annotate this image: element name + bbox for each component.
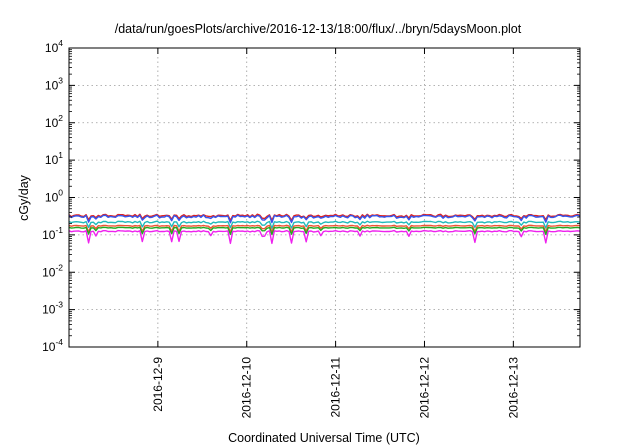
y-tick-label: 103: [45, 75, 63, 92]
series-line: [68, 213, 581, 222]
series-line: [68, 214, 581, 224]
y-axis-title: cGy/day: [17, 174, 31, 221]
grid-lines: [69, 48, 580, 347]
y-tick-label: 10-3: [42, 300, 63, 317]
x-tick-label: 2016-12-13: [506, 357, 520, 419]
series-line: [68, 224, 581, 233]
series-line: [68, 226, 581, 236]
y-tick-label: 104: [45, 38, 63, 55]
x-tick-label: 2016-12-11: [329, 357, 343, 418]
chart-title: /data/run/goesPlots/archive/2016-12-13/1…: [115, 22, 522, 36]
y-tick-label: 100: [45, 188, 63, 205]
x-axis-title: Coordinated Universal Time (UTC): [228, 431, 420, 445]
y-axis-tick-labels: 10-4 10-3 10-2 10-1 100 101 102 103 104: [42, 38, 63, 354]
x-tick-label: 2016-12-10: [240, 357, 254, 419]
series-line: [68, 229, 581, 245]
y-tick-label: 10-4: [42, 337, 63, 354]
axis-ticks: [69, 47, 580, 348]
y-tick-label: 101: [45, 150, 63, 167]
y-tick-label: 10-2: [42, 262, 63, 279]
y-tick-label: 10-1: [42, 225, 63, 242]
series-lines: [68, 213, 581, 245]
x-axis-tick-labels: 2016-12-9 2016-12-10 2016-12-11 2016-12-12 2…: [151, 357, 520, 419]
y-tick-label: 102: [45, 113, 63, 130]
x-tick-label: 2016-12-9: [151, 357, 165, 412]
series-line: [68, 220, 581, 229]
x-tick-label: 2016-12-12: [417, 357, 431, 419]
